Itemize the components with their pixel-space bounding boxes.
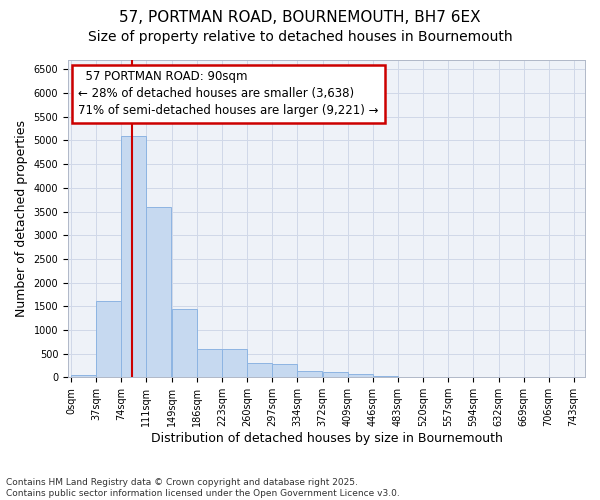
Bar — [297, 372, 322, 377]
Text: 57 PORTMAN ROAD: 90sqm
← 28% of detached houses are smaller (3,638)
71% of semi-: 57 PORTMAN ROAD: 90sqm ← 28% of detached… — [78, 70, 379, 118]
Bar — [247, 363, 272, 377]
Bar — [373, 376, 398, 377]
Bar — [323, 372, 348, 377]
Bar — [71, 375, 97, 377]
Bar — [197, 349, 222, 377]
Bar — [172, 308, 197, 377]
Text: Size of property relative to detached houses in Bournemouth: Size of property relative to detached ho… — [88, 30, 512, 44]
X-axis label: Distribution of detached houses by size in Bournemouth: Distribution of detached houses by size … — [151, 432, 502, 445]
Text: 57, PORTMAN ROAD, BOURNEMOUTH, BH7 6EX: 57, PORTMAN ROAD, BOURNEMOUTH, BH7 6EX — [119, 10, 481, 25]
Bar — [348, 374, 373, 377]
Y-axis label: Number of detached properties: Number of detached properties — [15, 120, 28, 317]
Bar — [222, 349, 247, 377]
Bar — [146, 207, 172, 377]
Bar — [121, 136, 146, 377]
Text: Contains HM Land Registry data © Crown copyright and database right 2025.
Contai: Contains HM Land Registry data © Crown c… — [6, 478, 400, 498]
Bar — [272, 364, 297, 377]
Bar — [97, 302, 121, 377]
